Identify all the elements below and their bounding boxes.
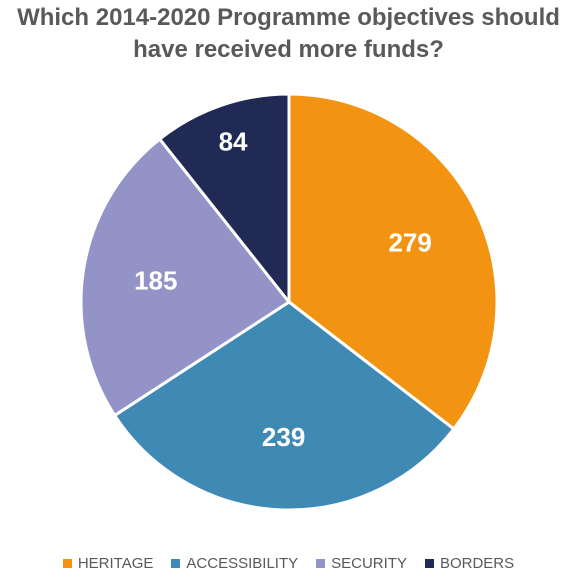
legend-swatch-accessibility — [171, 559, 181, 568]
chart-title: Which 2014-2020 Programme objectives sho… — [0, 2, 577, 66]
legend-swatch-borders — [424, 559, 434, 568]
legend-item-accessibility: ACCESSIBILITY — [171, 555, 298, 572]
legend-swatch-heritage — [62, 559, 72, 568]
legend-label-accessibility: ACCESSIBILITY — [186, 555, 299, 572]
pie-slice-borders — [158, 92, 291, 304]
legend-item-security: SECURITY — [316, 555, 407, 572]
legend-label-security: SECURITY — [331, 555, 407, 572]
data-label-heritage: 279 — [388, 227, 431, 257]
data-label-accessibility: 239 — [262, 422, 305, 452]
legend-label-heritage: HERITAGE — [77, 555, 154, 572]
pie-slice-heritage — [287, 92, 499, 431]
legend: HERITAGE ACCESSIBILITY SECURITY BORDERS — [0, 555, 577, 572]
chart-title-line-2: have received more funds? — [133, 36, 444, 63]
legend-label-borders: BORDERS — [439, 555, 515, 572]
data-label-borders: 84 — [219, 126, 248, 156]
pie-slice-accessibility — [113, 300, 456, 512]
data-label-security: 185 — [134, 265, 177, 295]
legend-item-borders: BORDERS — [424, 555, 515, 572]
legend-swatch-security — [316, 559, 326, 568]
chart-title-line-1: Which 2014-2020 Programme objectives sho… — [17, 4, 560, 31]
pie-slice-security — [79, 137, 291, 417]
legend-item-heritage: HERITAGE — [62, 555, 154, 572]
